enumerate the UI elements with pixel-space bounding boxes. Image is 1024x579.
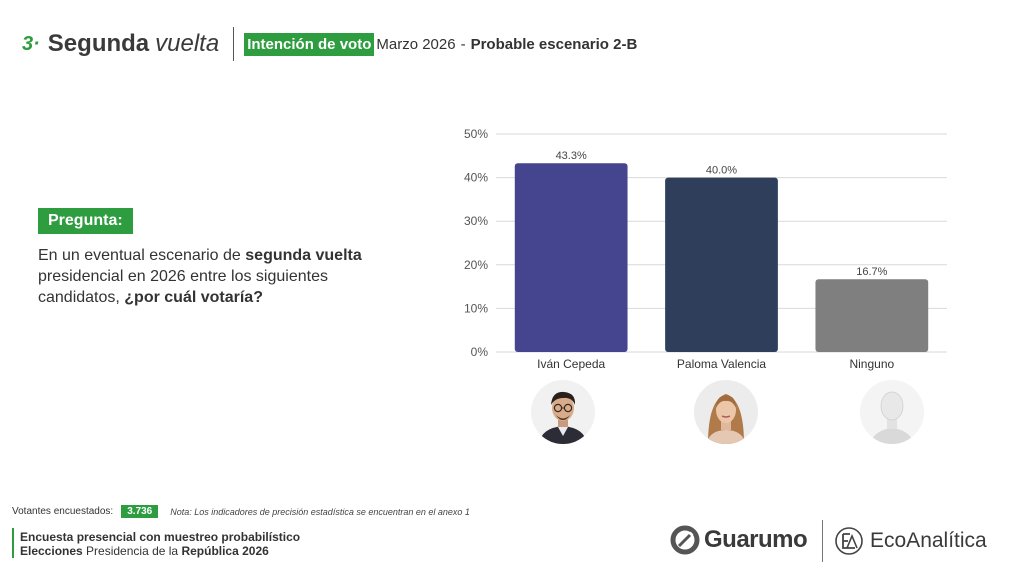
bar-chart: 0% 10% 20% 30% 40% 50% 43.3% Iván Cepeda 40.0% Pa… <box>464 127 947 371</box>
question-text-1: En un eventual escenario de <box>38 247 246 264</box>
ecoanalitica-logo: EcoAnalítica <box>834 526 987 556</box>
mannequin-icon <box>860 380 924 444</box>
question-bold-2: ¿por cuál votaría? <box>124 289 263 306</box>
y-tick-label: 40% <box>464 171 488 185</box>
footer-sample-row: Votantes encuestados: 3.736 Nota: Los in… <box>12 505 470 518</box>
category-label: Ninguno <box>849 357 894 371</box>
guarumo-logo: Guarumo <box>670 525 808 555</box>
y-tick-label: 50% <box>464 127 488 141</box>
question-label: Pregunta: <box>38 208 133 234</box>
ecoanalitica-logo-text: EcoAnalítica <box>870 529 987 552</box>
footer-election-mid: Presidencia de la <box>82 544 182 558</box>
section-number: 3· <box>22 32 40 55</box>
guarumo-logo-icon <box>670 525 700 555</box>
bar <box>815 279 929 352</box>
footer-election-bold: Elecciones <box>20 544 83 558</box>
question-text-2: presidencial en 2026 entre los siguiente… <box>38 268 328 306</box>
logo-divider <box>822 520 823 562</box>
voters-count-badge: 3.736 <box>121 505 159 518</box>
header-date: Marzo 2026 <box>376 35 456 53</box>
footer-method: Encuesta presencial con muestreo probabi… <box>20 530 301 544</box>
avatar-ivan-cepeda <box>531 380 595 444</box>
footer-election-bold-2: República 2026 <box>181 544 269 558</box>
header-tag: Intención de voto <box>244 32 375 56</box>
person-photo-icon <box>694 380 758 444</box>
bar-value-label: 40.0% <box>706 165 737 177</box>
guarumo-logo-text: Guarumo <box>704 526 808 553</box>
avatar-paloma-valencia <box>694 380 758 444</box>
section-title-italic: vuelta <box>155 30 220 57</box>
header-scenario: Probable escenario 2-B <box>470 35 638 53</box>
footer-note: Nota: Los indicadores de precisión estad… <box>170 506 470 517</box>
category-label: Paloma Valencia <box>677 357 766 371</box>
header-dash: - <box>460 35 466 53</box>
ecoanalitica-logo-icon <box>835 527 863 555</box>
person-photo-icon <box>531 380 595 444</box>
header-divider <box>233 27 235 61</box>
bar-value-label: 16.7% <box>856 266 887 278</box>
question-bold-1: segunda vuelta <box>245 247 362 264</box>
y-tick-label: 30% <box>464 214 488 228</box>
section-title: Segunda <box>47 30 150 57</box>
bar <box>514 163 628 352</box>
voters-label: Votantes encuestados: <box>12 506 114 517</box>
slide-header: 3· Segunda vuelta Intención de voto Marz… <box>22 24 637 64</box>
category-label: Iván Cepeda <box>537 357 605 371</box>
y-tick-label: 20% <box>464 258 488 272</box>
question-text: En un eventual escenario de segunda vuel… <box>38 245 408 308</box>
bar-value-label: 43.3% <box>556 150 587 162</box>
y-tick-label: 0% <box>471 345 489 359</box>
footer-election: Elecciones Presidencia de la República 2… <box>20 544 269 558</box>
y-tick-label: 10% <box>464 301 488 315</box>
avatar-ninguno <box>860 380 924 444</box>
bar <box>665 177 778 352</box>
footer-accent-bar <box>12 528 14 558</box>
